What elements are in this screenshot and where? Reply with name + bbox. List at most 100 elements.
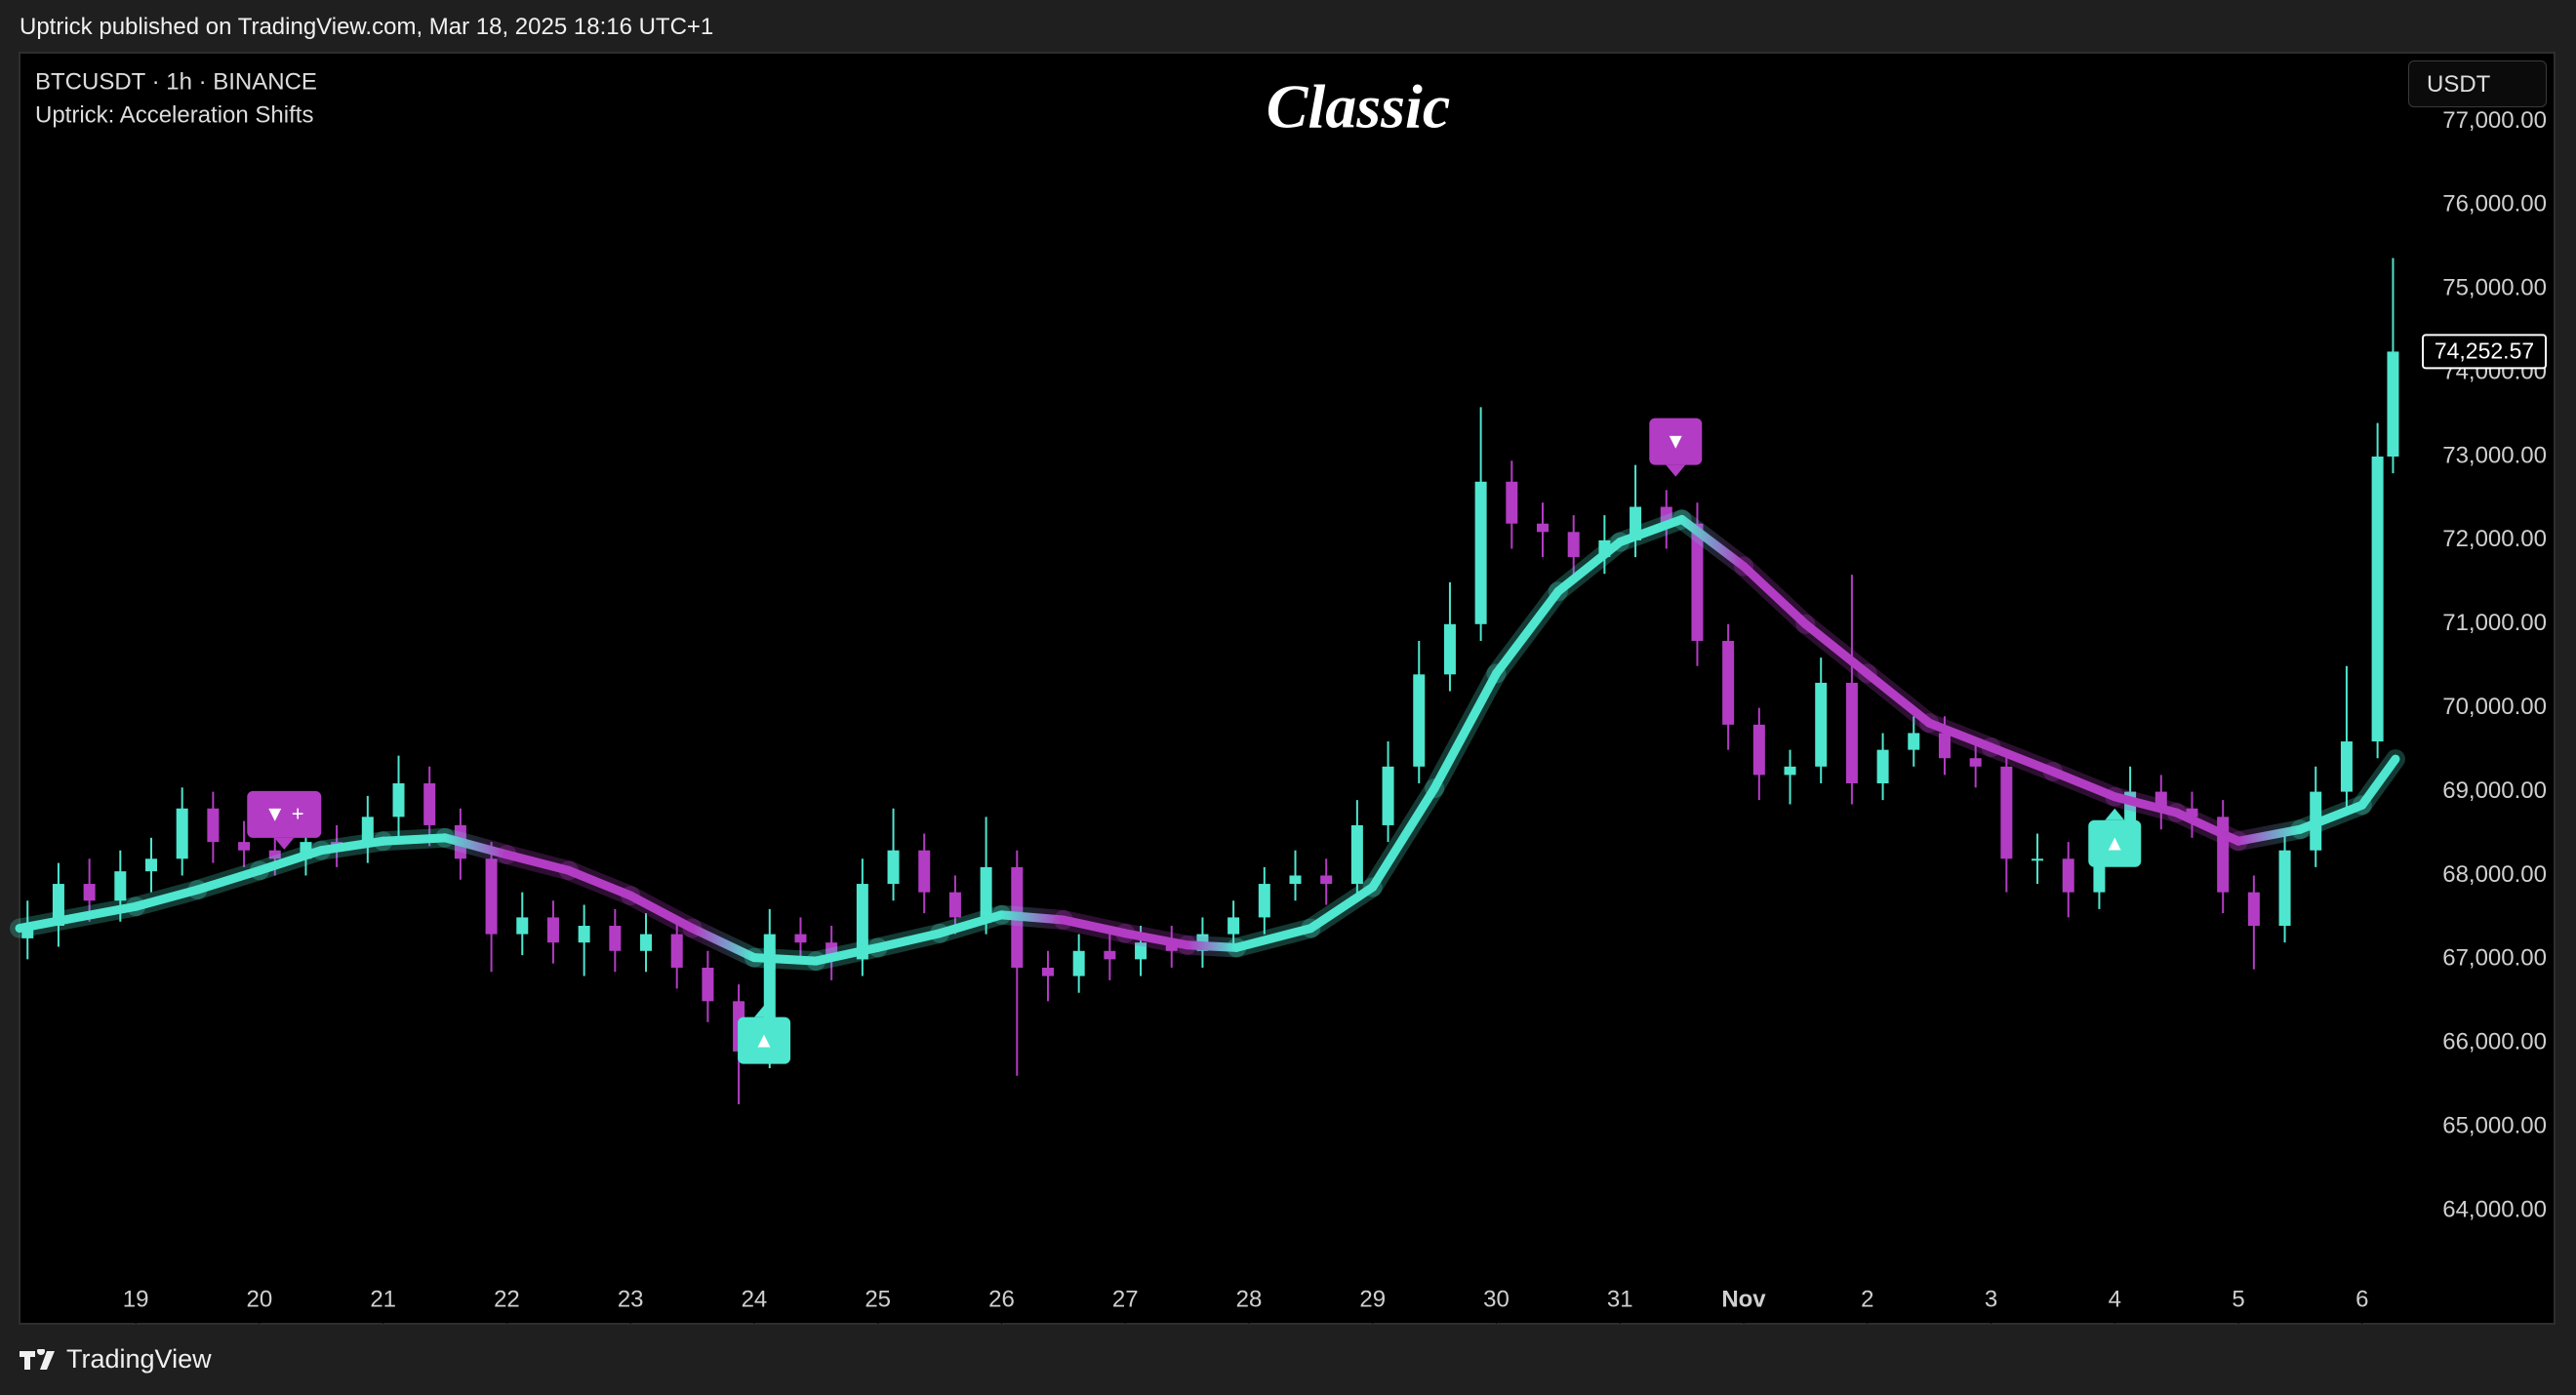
candle-body (1443, 623, 1456, 675)
x-tick-label: 4 (2109, 1286, 2121, 1312)
chart-title: Classic (1267, 72, 1450, 141)
candle-body (702, 967, 714, 1002)
candle-body (609, 926, 622, 951)
x-tick-label: 21 (370, 1286, 396, 1312)
candle-body (1784, 766, 1796, 776)
y-tick-label: 68,000.00 (2442, 861, 2547, 888)
candle-body (176, 808, 188, 859)
signal-box (1649, 418, 1703, 465)
ma-segment (2048, 767, 2119, 802)
last-price-label: 74,252.57 (2435, 338, 2534, 363)
candle-body (918, 850, 931, 893)
ma-segment (625, 891, 698, 934)
candle-body (1691, 523, 1704, 641)
x-tick-label: 31 (1607, 1286, 1633, 1312)
x-tick-label: 2 (1861, 1286, 1873, 1312)
x-tick-label: 26 (988, 1286, 1015, 1312)
ma-segment (2234, 824, 2305, 846)
x-tick-label: 5 (2232, 1286, 2244, 1312)
candle-body (2000, 766, 2013, 859)
candle-body (1289, 875, 1302, 885)
ma-segment (1800, 619, 1872, 678)
ma-segment (316, 836, 388, 856)
x-tick-label: 23 (618, 1286, 644, 1312)
ma-segment (193, 865, 264, 895)
y-tick-label: 64,000.00 (2442, 1196, 2547, 1222)
ma-segment (15, 901, 141, 934)
ma-segment (131, 885, 203, 911)
candle-body (1350, 824, 1363, 885)
candle-body (1908, 733, 1920, 750)
candle-body (83, 884, 96, 901)
candle-body (2387, 351, 2399, 458)
y-tick-label: 71,000.00 (2442, 610, 2547, 636)
candle-body (2032, 858, 2044, 861)
x-tick-label: 30 (1483, 1286, 1509, 1312)
candle-body (980, 866, 992, 918)
x-tick-label: Nov (1721, 1286, 1766, 1312)
candle-body (268, 850, 281, 859)
signal-box (738, 1016, 791, 1064)
y-tick-label: 69,000.00 (2442, 777, 2547, 804)
candle-body (1413, 674, 1426, 767)
candle-body (1474, 481, 1487, 624)
brand: TradingView (66, 1344, 212, 1374)
candle-body (114, 871, 127, 901)
candle-body (2371, 457, 2384, 742)
candle-body (1258, 884, 1270, 918)
chart-panel (19, 52, 2556, 1325)
candle-body (485, 858, 498, 935)
ma-segment (1231, 924, 1315, 952)
signal-label: ▲ (753, 1027, 775, 1052)
ma-segment (1059, 915, 1130, 938)
x-tick-label: 3 (1985, 1286, 1997, 1312)
ma-segment (1987, 742, 2058, 777)
x-tick-label: 29 (1359, 1286, 1386, 1312)
ma-segment (1306, 882, 1378, 934)
candle-body (1072, 950, 1085, 976)
signal-label: ▲ (2104, 831, 2125, 856)
currency-button[interactable]: USDT (2408, 60, 2547, 107)
ma-segment (1739, 562, 1810, 629)
candle-body (1845, 682, 1858, 783)
candle-body (1506, 481, 1518, 524)
candle-body (2247, 892, 2260, 927)
candle-body (1228, 917, 1240, 935)
candle-body (1104, 950, 1116, 960)
ma-segment (2110, 792, 2182, 817)
candle-body (2062, 858, 2074, 893)
ma-segment (749, 953, 821, 966)
candle-body (546, 917, 559, 943)
candle-body (423, 782, 436, 825)
signal-label: ▼ (1665, 428, 1686, 453)
ma-segment (255, 846, 326, 875)
footer: TradingView (20, 1344, 212, 1375)
ma-segment (1491, 586, 1563, 678)
signal-box (2088, 819, 2142, 867)
candle-body (1537, 523, 1550, 533)
ma-segment (1553, 538, 1625, 596)
ma-segment (1863, 668, 1934, 728)
candle-body (1320, 875, 1333, 885)
x-tick-label: 25 (865, 1286, 891, 1312)
last-price-box (2422, 334, 2547, 370)
ma-segment (811, 942, 883, 966)
ma-segment (1368, 783, 1439, 892)
ma-segment (1429, 668, 1501, 793)
candle-body (794, 934, 807, 943)
ma-segment (935, 910, 1006, 938)
signal-pointer (2105, 808, 2125, 820)
candle-body (1815, 682, 1828, 767)
ma-segment (996, 910, 1068, 925)
ma-segment (2172, 808, 2243, 846)
y-tick-label: 67,000.00 (2442, 945, 2547, 972)
candle-body (1969, 758, 1982, 767)
ma-segment (1615, 514, 1687, 547)
candle-body (1722, 640, 1735, 725)
candle-body (2278, 850, 2291, 927)
y-tick-label: 75,000.00 (2442, 275, 2547, 301)
ma-segment (873, 929, 945, 952)
ma-segment (379, 833, 450, 846)
